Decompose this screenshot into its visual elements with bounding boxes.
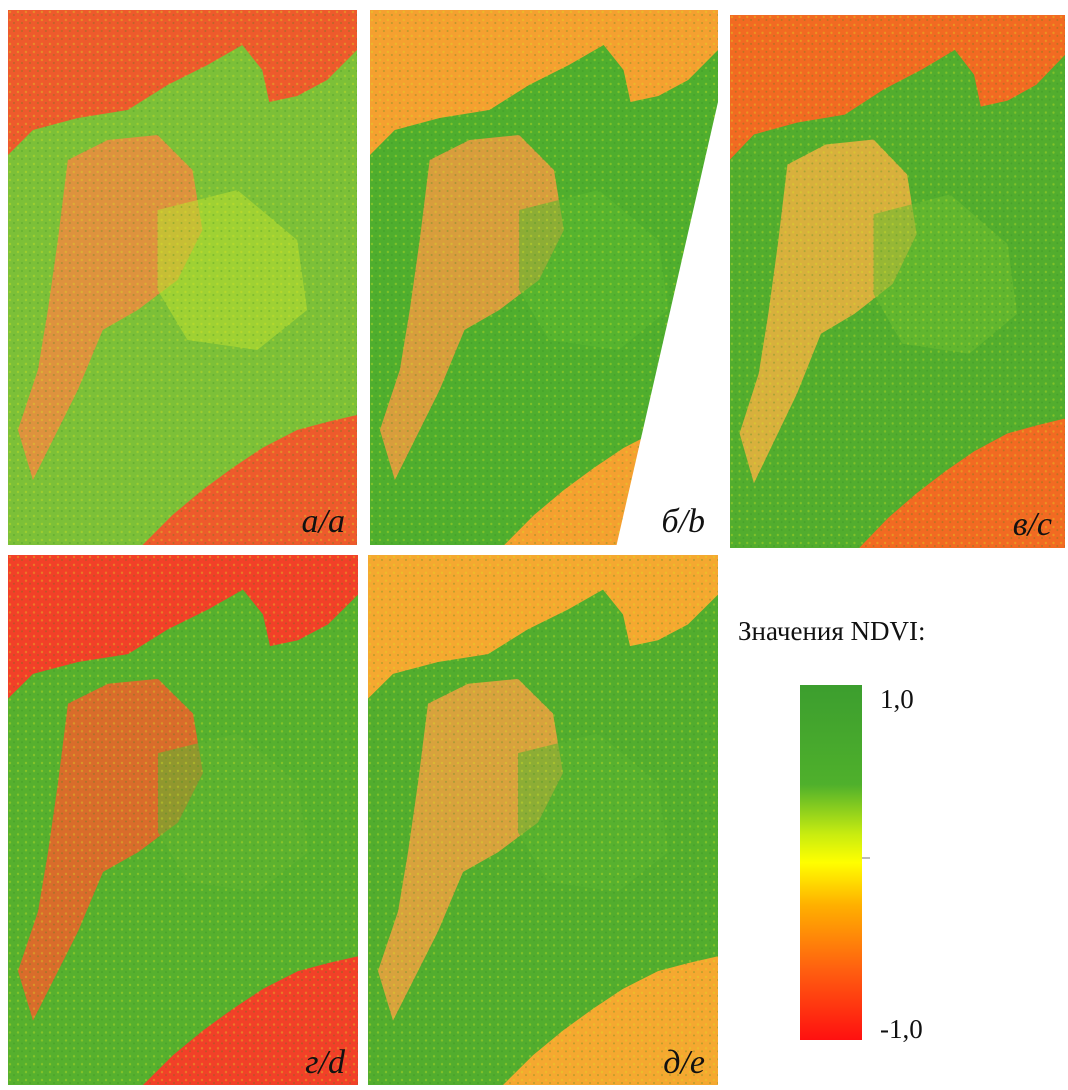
map-panel (730, 15, 1065, 548)
panel-label: д/e (663, 1044, 705, 1081)
legend-max: 1,0 (880, 684, 914, 714)
panel-label: а/a (302, 503, 345, 540)
map-panel (8, 555, 358, 1085)
map-panel (8, 10, 357, 545)
panel-label: б/b (661, 503, 705, 540)
panel-label: в/c (1013, 506, 1052, 543)
legend-title: Значения NDVI: (738, 616, 926, 646)
panel-label: г/d (305, 1044, 346, 1081)
legend-min: -1,0 (880, 1014, 923, 1044)
map-panel (370, 10, 718, 545)
color-bar (800, 685, 862, 1040)
map-panel (368, 555, 718, 1085)
